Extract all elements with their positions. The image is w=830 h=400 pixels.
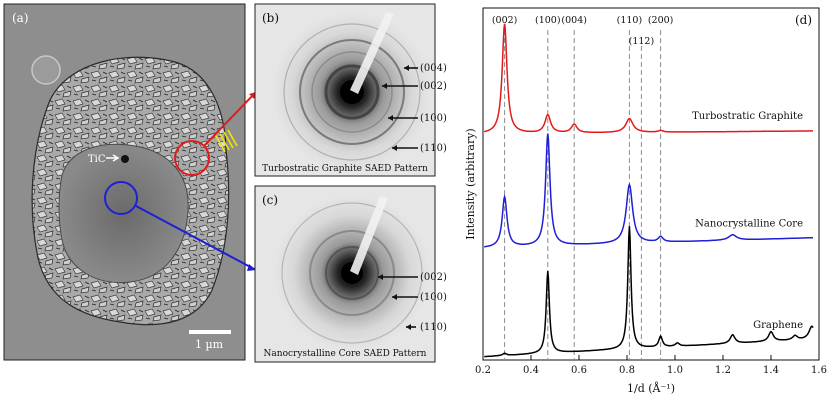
- x-tick-label: 1.6: [811, 365, 827, 376]
- tic-particle: [121, 155, 129, 163]
- core-ring-002: [325, 246, 379, 300]
- scale-bar-label: 1 µm: [195, 338, 224, 351]
- tic-label: TiC: [88, 154, 106, 165]
- b-label-110: (110): [420, 143, 447, 154]
- series-lines: [484, 23, 814, 358]
- ring-002: [324, 64, 380, 120]
- beam-stop: [350, 12, 394, 94]
- x-tick-label: 0.4: [523, 365, 539, 376]
- panel-b-caption: Turbostratic Graphite SAED Pattern: [262, 164, 428, 174]
- reflection-label: (112): [629, 36, 655, 47]
- series-line: [484, 226, 814, 358]
- panel-c-ring-annotations: (002) (100) (110): [378, 272, 447, 333]
- panel-a: (a) TiC 1 µm: [3, 3, 246, 361]
- x-axis-ticks: 0.2 0.4 0.6 0.8 1.0 1.2 1.4 1.6: [475, 355, 827, 376]
- reflection-label: (002): [492, 15, 518, 26]
- x-tick-label: 0.2: [475, 365, 491, 376]
- panel-c-label: (c): [262, 193, 278, 207]
- reflection-labels: (002) (100) (004) (110) (112) (200): [492, 15, 674, 47]
- series-labels: Turbostratic Graphite Nanocrystalline Cor…: [692, 111, 803, 331]
- c-label-002: (002): [420, 272, 447, 283]
- chart-frame: [482, 7, 820, 361]
- panel-c-caption: Nanocrystalline Core SAED Pattern: [264, 349, 427, 359]
- x-tick-label: 1.2: [715, 365, 731, 376]
- lattice-fringe-marker: [215, 129, 238, 153]
- small-particle: [31, 55, 61, 85]
- reflection-label: (110): [617, 15, 643, 26]
- core-region-circle: [104, 181, 138, 215]
- series-label: Graphene: [753, 320, 803, 331]
- ring-004: [299, 39, 405, 145]
- turbostratic-region-circle: [174, 140, 210, 176]
- panel-d-chart: (d) (002) (100) (004) (110) (112) (200) Turbo…: [464, 7, 827, 395]
- panel-b-label: (b): [262, 11, 279, 25]
- x-tick-label: 0.8: [619, 365, 635, 376]
- panel-d-label: (d): [795, 13, 812, 27]
- panel-c: (c) (002) (100) (110) Nanocrystalline Co…: [254, 185, 447, 363]
- panel-b-ring-annotations: (004) (002) (100) (110): [382, 63, 447, 154]
- reflection-label: (100): [535, 15, 561, 26]
- b-label-004: (004): [420, 63, 447, 74]
- reflection-label: (004): [561, 15, 587, 26]
- core-beam-stop: [350, 196, 388, 275]
- x-tick-label: 1.0: [667, 365, 683, 376]
- reflection-guides: [504, 30, 662, 360]
- x-tick-label: 1.4: [763, 365, 779, 376]
- series-label: Turbostratic Graphite: [692, 111, 803, 122]
- c-label-110: (110): [420, 322, 447, 333]
- c-label-100: (100): [420, 292, 447, 303]
- x-axis-label: 1/d (Å⁻¹): [627, 381, 675, 395]
- series-label: Nanocrystalline Core: [695, 219, 803, 230]
- reflection-label: (200): [648, 15, 674, 26]
- core-ring-110: [281, 202, 423, 344]
- series-line: [484, 133, 813, 248]
- scale-bar: [189, 330, 231, 334]
- panel-b: (b) (004) (002) (100) (110) Turbostratic…: [254, 3, 447, 177]
- core-ring-100: [309, 230, 395, 316]
- connectors: [135, 91, 257, 271]
- ring-100: [311, 51, 393, 133]
- b-label-100: (100): [420, 113, 447, 124]
- y-axis-label: Intensity (arbitrary): [464, 128, 477, 239]
- x-tick-label: 0.6: [571, 365, 587, 376]
- panel-a-label: (a): [12, 11, 29, 25]
- ring-110: [283, 23, 421, 161]
- series-line: [484, 23, 813, 133]
- tic-arrow: [106, 154, 120, 162]
- b-label-002: (002): [420, 81, 447, 92]
